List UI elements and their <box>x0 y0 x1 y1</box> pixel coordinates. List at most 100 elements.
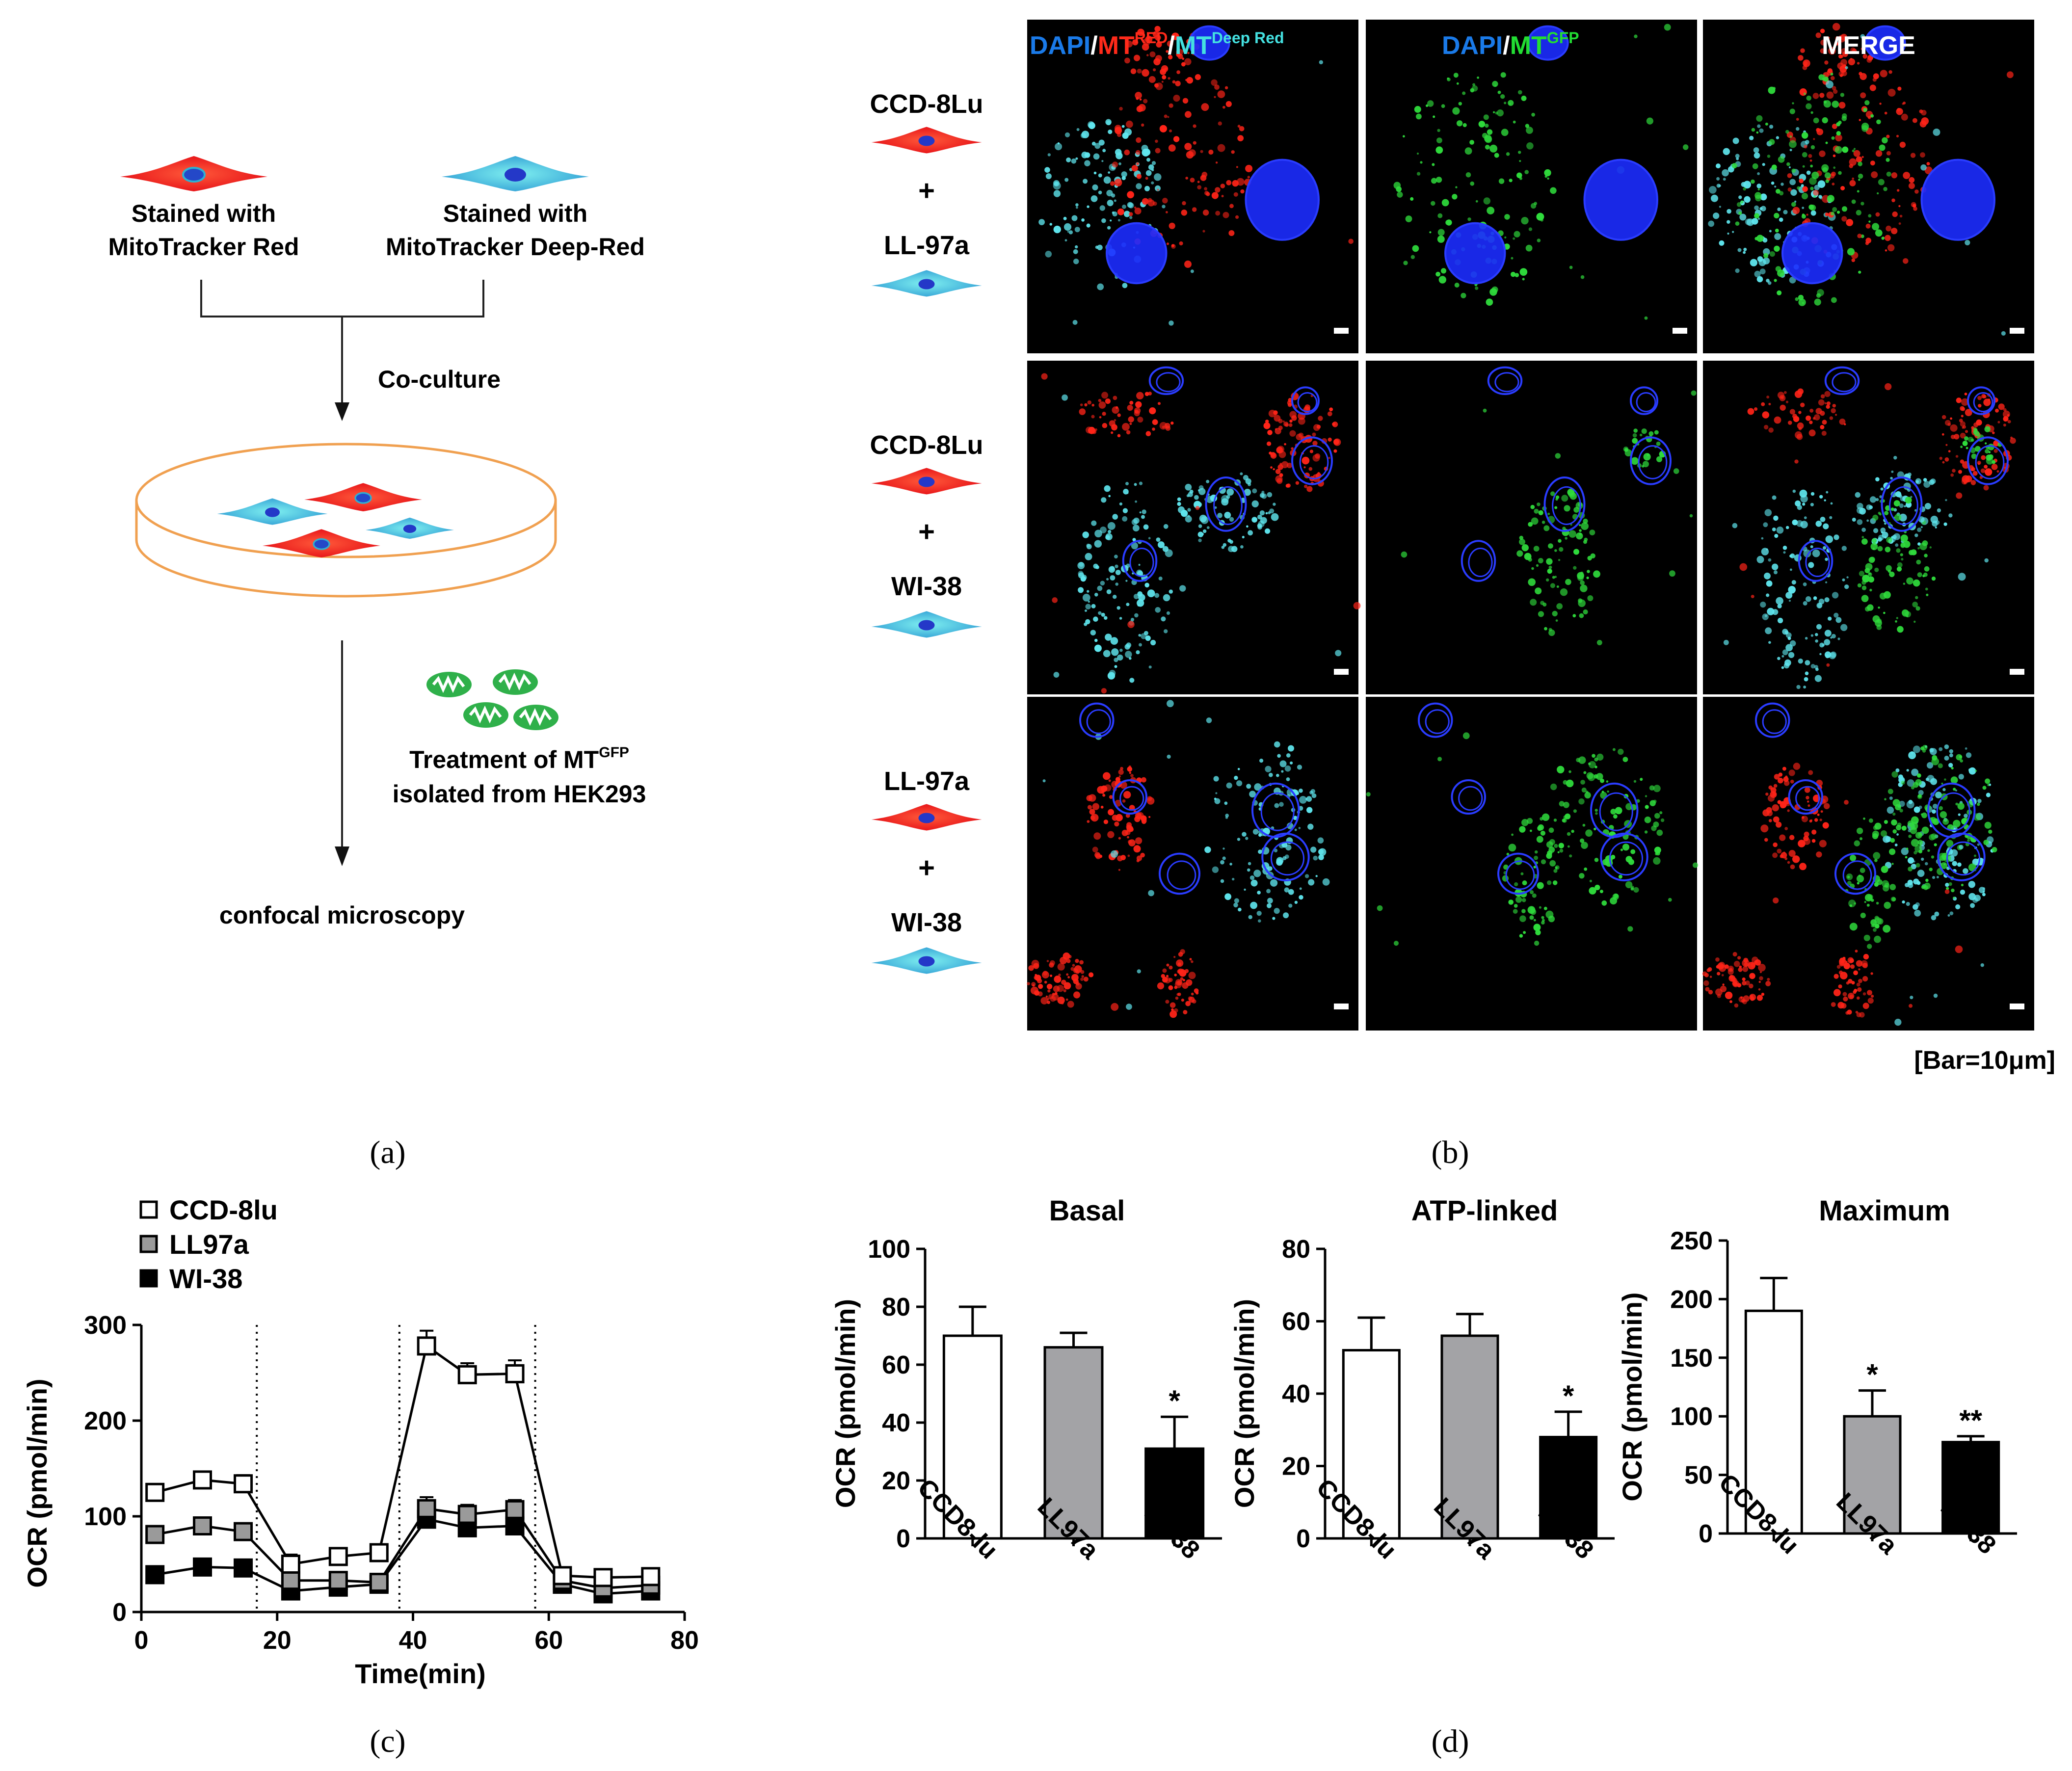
scale-bar <box>2010 1004 2024 1009</box>
caption-d: (d) <box>1432 1723 1469 1759</box>
y-axis-label: OCR (pmol/min) <box>1617 1292 1647 1501</box>
y-tick-label: 20 <box>1282 1453 1310 1481</box>
data-point <box>281 1555 300 1574</box>
chart-title: ATP-linked <box>1411 1195 1558 1227</box>
significance-mark: * <box>1866 1358 1878 1391</box>
row-label-plus: + <box>918 852 935 884</box>
data-point <box>505 1500 525 1519</box>
mitochondrion-icon <box>513 705 558 730</box>
data-point <box>193 1516 213 1535</box>
y-axis-label: OCR (pmol/min) <box>1229 1299 1260 1508</box>
bar <box>942 1334 1003 1540</box>
cyan-cell-icon <box>871 270 982 297</box>
red-cell-icon <box>871 804 982 831</box>
y-tick-label: 0 <box>1296 1525 1310 1553</box>
micrograph-r3-c1 <box>1027 697 1358 1031</box>
panel-a: Stained with MitoTracker Red Stained wit… <box>108 156 646 1170</box>
row-label-plus: + <box>918 175 935 207</box>
y-tick-label: 40 <box>882 1409 910 1437</box>
caption-c: (c) <box>370 1723 405 1759</box>
y-tick-label: 50 <box>1684 1461 1713 1490</box>
mitochondrion-icon <box>426 672 472 697</box>
y-tick-label: 80 <box>1282 1235 1310 1264</box>
row-label-top: LL-97a <box>884 767 970 796</box>
y-tick-label: 0 <box>1699 1520 1713 1548</box>
mitochondrion-icon <box>493 669 538 695</box>
y-axis-label: OCR (pmol/min) <box>830 1299 861 1508</box>
data-point <box>505 1364 525 1383</box>
cyan-cell-icon <box>442 156 589 191</box>
coculture-label: Co-culture <box>378 366 501 393</box>
data-point <box>553 1566 572 1586</box>
legend-label: CCD-8lu <box>169 1194 278 1225</box>
y-tick-label: 100 <box>868 1235 910 1264</box>
row-label-top: CCD-8Lu <box>870 89 983 119</box>
data-point <box>417 1499 436 1518</box>
red-cell-icon <box>871 127 982 154</box>
x-tick-label: 20 <box>263 1626 292 1655</box>
cyan-cell-icon <box>871 611 982 638</box>
series-line <box>155 1344 651 1579</box>
error-bar <box>958 1305 986 1336</box>
error-bar <box>1760 1276 1788 1311</box>
row-label-bottom: LL-97a <box>884 231 970 260</box>
micrograph-r1-c2 <box>1366 20 1697 353</box>
data-point <box>369 1573 389 1592</box>
y-tick-label: 60 <box>1282 1308 1310 1336</box>
micrograph-r2-c2 <box>1366 361 1697 694</box>
y-tick-label: 300 <box>84 1311 127 1340</box>
merge-bracket <box>200 280 484 402</box>
data-point <box>369 1543 389 1562</box>
y-tick-label: 0 <box>112 1598 127 1627</box>
y-tick-label: 0 <box>896 1525 910 1553</box>
data-point <box>193 1557 213 1577</box>
treatment-label-line2: isolated from HEK293 <box>393 780 646 808</box>
panel-b: DAPI/MTRED/MTDeep Red DAPI/MTGFP MERGE CCD… <box>870 20 2055 1170</box>
data-point <box>234 1522 253 1541</box>
y-tick-label: 100 <box>84 1503 127 1531</box>
ocr-time-course-chart: 0 100 200 300 0 20 40 60 80 Time(min) OCR (pmol/mi… <box>22 1194 699 1689</box>
error-bar <box>1060 1331 1088 1348</box>
data-point <box>328 1547 348 1566</box>
bar <box>1539 1436 1598 1540</box>
bar <box>1043 1346 1104 1540</box>
data-point <box>281 1571 300 1590</box>
bar <box>1342 1349 1401 1540</box>
data-point <box>417 1336 436 1356</box>
caption-a: (a) <box>370 1135 405 1170</box>
arrow-head-1 <box>335 402 349 421</box>
legend-label: WI-38 <box>169 1263 242 1294</box>
scale-bar <box>1334 328 1349 334</box>
data-point <box>593 1568 613 1587</box>
column-header-2: DAPI/MTGFP <box>1442 29 1579 60</box>
significance-mark: ** <box>1959 1404 1982 1437</box>
error-bar <box>1554 1410 1582 1437</box>
scale-bar-note: [Bar=10μm] <box>1914 1046 2055 1075</box>
x-axis-label: Time(min) <box>355 1658 486 1689</box>
cell1-label-line1: Stained with <box>132 200 276 227</box>
chart-title: Basal <box>1049 1195 1125 1227</box>
significance-mark: * <box>1169 1384 1180 1417</box>
cell2-label-line1: Stained with <box>443 200 587 227</box>
scale-bar <box>1673 328 1687 334</box>
micrograph-r2-c3 <box>1703 361 2034 694</box>
panel-c: 0 100 200 300 0 20 40 60 80 Time(min) OCR (pmol/mi… <box>22 1194 699 1759</box>
y-tick-label: 60 <box>882 1351 910 1379</box>
y-tick-label: 150 <box>1670 1344 1713 1373</box>
data-point <box>193 1470 213 1490</box>
data-point <box>328 1571 348 1590</box>
data-point <box>145 1525 165 1544</box>
error-bar <box>1161 1415 1189 1449</box>
error-bar <box>1859 1389 1886 1417</box>
significance-mark: * <box>1563 1379 1574 1412</box>
data-point <box>145 1482 165 1502</box>
red-cell-icon <box>120 156 267 191</box>
micrograph-r3-c2 <box>1366 697 1699 1031</box>
legend-marker <box>139 1200 158 1219</box>
data-point <box>145 1565 165 1585</box>
